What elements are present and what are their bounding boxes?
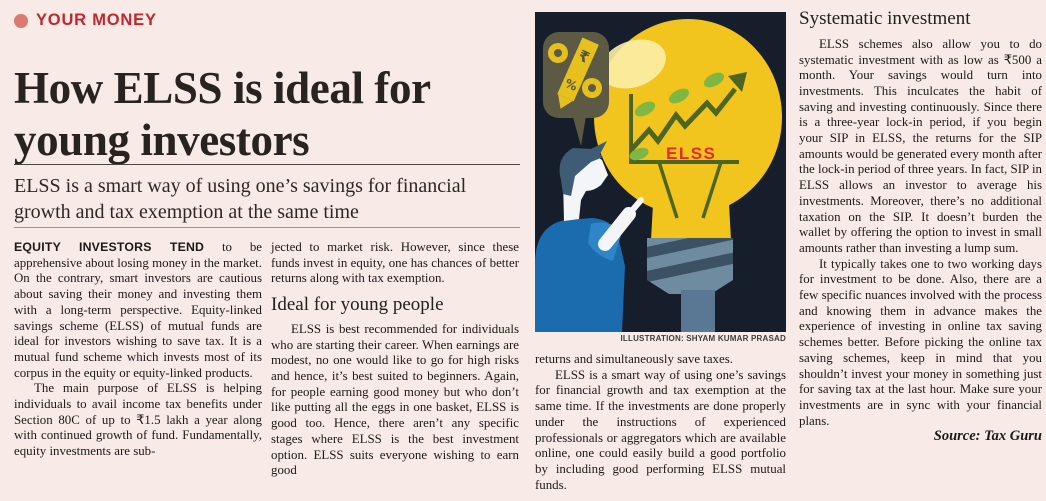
lightbulb-icon xyxy=(594,19,782,240)
man-hair xyxy=(559,148,603,196)
base-notch xyxy=(711,280,733,294)
source-credit: Source: Tax Guru xyxy=(933,428,1042,445)
filament-leg xyxy=(701,161,723,219)
banner-point xyxy=(558,94,573,109)
bullet-dot-icon xyxy=(14,13,28,28)
base-stripe xyxy=(647,250,733,286)
filament-leg xyxy=(657,161,679,219)
leaf-icon xyxy=(668,88,690,104)
banner-strip xyxy=(557,37,599,102)
standfirst: ELSS is a smart way of using one’s savin… xyxy=(14,175,467,224)
base-notch xyxy=(647,280,669,294)
paragraph: EQUITY INVESTORS TEND to be apprehensive… xyxy=(14,240,262,381)
paragraph: jected to market risk. However, since th… xyxy=(271,240,519,286)
article-column-4: Systematic investment ELSS schemes also … xyxy=(799,8,1042,445)
leaf-icon xyxy=(703,72,725,88)
coin-hole xyxy=(554,49,562,57)
article-column-2: jected to market risk. However, since th… xyxy=(271,240,519,479)
paragraph: returns and simultaneously save taxes. xyxy=(535,352,733,366)
bulb-base xyxy=(647,238,733,332)
illustration-panel: ELSS xyxy=(535,12,786,332)
paragraph: ELSS schemes also allow you to do system… xyxy=(799,36,1042,255)
pointing-finger xyxy=(627,197,644,216)
section-kicker-label: YOUR MONEY xyxy=(36,11,157,29)
man-figure-icon xyxy=(535,141,644,332)
bulb-highlight xyxy=(600,39,666,89)
elss-label: ELSS xyxy=(666,144,716,163)
paragraph: ELSS is a smart way of using one’s savin… xyxy=(535,367,786,492)
chart-line xyxy=(629,87,737,152)
paragraph-text: to be apprehensive about losing money in… xyxy=(14,240,263,380)
coin-hole xyxy=(588,84,596,92)
thought-bubble-icon: ₹ % xyxy=(543,32,609,146)
paragraph: The main purpose of ELSS is helping indi… xyxy=(14,381,262,459)
section-kicker: YOUR MONEY xyxy=(14,11,157,30)
chart-axis xyxy=(629,94,739,164)
paragraph: ELSS is best recommended for individuals… xyxy=(271,321,519,478)
headline: How ELSS is ideal for young investors xyxy=(14,63,430,165)
illustration-caption: ILLUSTRATION: SHYAM KUMAR PRASAD xyxy=(620,334,786,343)
divider-rule-top xyxy=(14,164,520,165)
leaf-icon xyxy=(634,101,656,117)
man-forearm xyxy=(598,207,636,251)
base-stem xyxy=(681,290,715,332)
paragraph: It typically takes one to two working da… xyxy=(799,256,1042,428)
divider-rule-bottom xyxy=(14,227,520,228)
man-hair-spike xyxy=(589,141,607,158)
base-stripe xyxy=(647,238,733,262)
elss-lightbulb-illustration: ELSS xyxy=(535,12,786,332)
section-heading-systematic: Systematic investment xyxy=(799,8,971,29)
rupee-banner: ₹ % xyxy=(557,37,599,109)
bubble-tail xyxy=(571,110,587,146)
growth-chart-icon: ELSS xyxy=(629,72,747,219)
lead-in: EQUITY INVESTORS TEND xyxy=(14,240,205,254)
percent-symbol: % xyxy=(563,76,580,94)
article-column-3: returns and simultaneously save taxes. E… xyxy=(535,352,786,493)
article-column-1: EQUITY INVESTORS TEND to be apprehensive… xyxy=(14,240,262,460)
bulb-neck xyxy=(651,204,731,240)
chart-arrow xyxy=(728,72,747,92)
leaf-icon xyxy=(629,147,649,161)
section-heading-ideal: Ideal for young people xyxy=(271,294,444,316)
